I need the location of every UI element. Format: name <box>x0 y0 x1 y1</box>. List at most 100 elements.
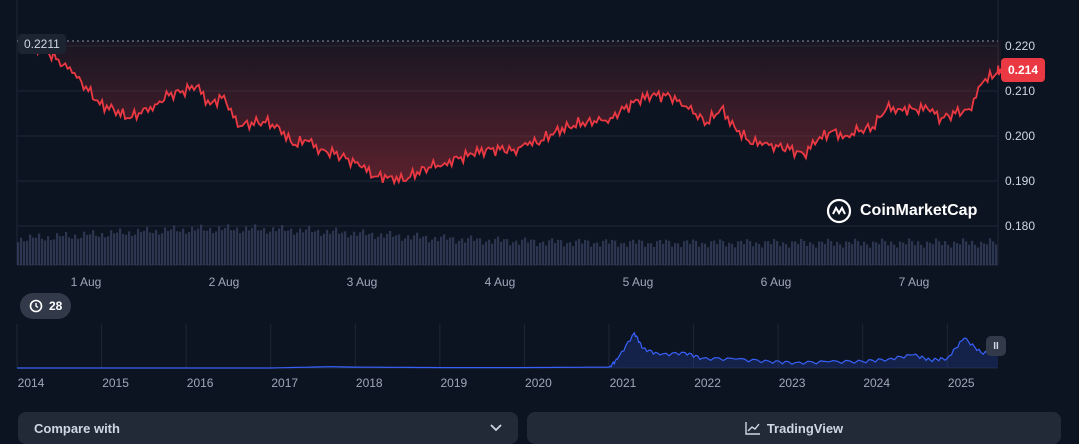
compare-with-dropdown[interactable]: Compare with <box>18 412 518 444</box>
volume-bar <box>917 241 920 265</box>
volume-bar <box>644 246 647 265</box>
volume-bar <box>308 226 311 265</box>
history-count: 28 <box>49 299 63 313</box>
volume-bar <box>641 240 644 265</box>
volume-bar <box>476 238 479 265</box>
volume-bar <box>809 242 812 265</box>
history-button[interactable]: 28 <box>20 293 72 319</box>
volume-bar <box>245 226 248 265</box>
volume-bar <box>53 239 56 265</box>
volume-bar <box>818 241 821 265</box>
volume-bar <box>119 228 122 265</box>
volume-bar <box>353 231 356 265</box>
volume-bar <box>23 241 26 265</box>
volume-bar <box>482 244 485 265</box>
y-tick-label: 0.190 <box>1005 174 1035 188</box>
overview-x-tick-label: 2023 <box>778 376 806 390</box>
volume-bar <box>281 225 284 265</box>
volume-bar <box>743 244 746 265</box>
volume-bar <box>992 241 995 265</box>
volume-bar <box>407 235 410 265</box>
volume-bar <box>317 229 320 265</box>
overview-x-tick-label: 2022 <box>694 376 721 390</box>
volume-bar <box>794 241 797 265</box>
volume-bar <box>185 233 188 265</box>
volume-bar <box>635 243 638 265</box>
volume-bar <box>473 240 476 265</box>
volume-bar <box>128 231 131 265</box>
volume-bar <box>293 234 296 265</box>
volume-bar <box>155 229 158 265</box>
volume-bar <box>728 242 731 265</box>
volume-bar <box>803 241 806 265</box>
volume-bar <box>338 233 341 265</box>
volume-bar <box>203 230 206 265</box>
volume-bar <box>848 242 851 265</box>
volume-bar <box>248 230 251 265</box>
volume-bar <box>737 241 740 265</box>
volume-bar <box>44 240 47 265</box>
volume-bar <box>920 244 923 265</box>
volume-bar <box>686 240 689 265</box>
volume-bar <box>302 232 305 265</box>
volume-bar <box>530 239 533 265</box>
volume-bar <box>704 243 707 265</box>
overview-chart[interactable] <box>0 320 1079 370</box>
volume-bar <box>416 232 419 265</box>
volume-bar <box>182 228 185 265</box>
volume-bar <box>788 247 791 265</box>
volume-bar <box>197 228 200 265</box>
volume-bar <box>944 241 947 265</box>
volume-bar <box>533 239 536 265</box>
volume-bar <box>173 225 176 265</box>
tradingview-button[interactable]: TradingView <box>527 412 1061 444</box>
volume-bar <box>719 239 722 265</box>
volume-bar <box>767 241 770 265</box>
start-price-label: 0.2211 <box>18 34 66 54</box>
volume-bar <box>332 230 335 265</box>
volume-bar <box>584 239 587 265</box>
volume-bar <box>350 235 353 265</box>
volume-bar <box>449 237 452 265</box>
volume-bar <box>224 227 227 265</box>
volume-bar <box>698 246 701 265</box>
volume-bar <box>854 238 857 265</box>
volume-bar <box>212 233 215 265</box>
volume-bar <box>974 244 977 265</box>
volume-bar <box>380 233 383 265</box>
volume-bar <box>371 232 374 265</box>
volume-bar <box>797 244 800 265</box>
volume-bar <box>551 238 554 265</box>
volume-bar <box>623 242 626 265</box>
volume-bar <box>263 227 266 265</box>
volume-bar <box>755 242 758 265</box>
volume-bar <box>830 241 833 265</box>
volume-bar <box>557 239 560 265</box>
volume-bar <box>971 240 974 265</box>
volume-bar <box>104 237 107 265</box>
volume-bar <box>326 229 329 265</box>
volume-bar <box>911 241 914 265</box>
volume-bar <box>572 246 575 265</box>
volume-bar <box>140 232 143 265</box>
volume-bar <box>842 247 845 265</box>
pause-button[interactable]: II <box>986 336 1006 356</box>
volume-bar <box>962 238 965 265</box>
volume-bar <box>986 244 989 265</box>
volume-bar <box>134 234 137 265</box>
volume-bar <box>80 237 83 265</box>
volume-bar <box>422 236 425 265</box>
volume-bar <box>626 246 629 265</box>
volume-bar <box>968 244 971 265</box>
volume-bar <box>800 238 803 265</box>
volume-bar <box>749 240 752 265</box>
volume-bar <box>344 231 347 265</box>
volume-bar <box>977 247 980 265</box>
volume-bar <box>905 244 908 265</box>
volume-bar <box>296 232 299 265</box>
volume-bar <box>59 236 62 265</box>
volume-bar <box>392 236 395 265</box>
volume-bar <box>869 247 872 265</box>
volume-bar <box>95 235 98 265</box>
volume-bar <box>785 244 788 265</box>
